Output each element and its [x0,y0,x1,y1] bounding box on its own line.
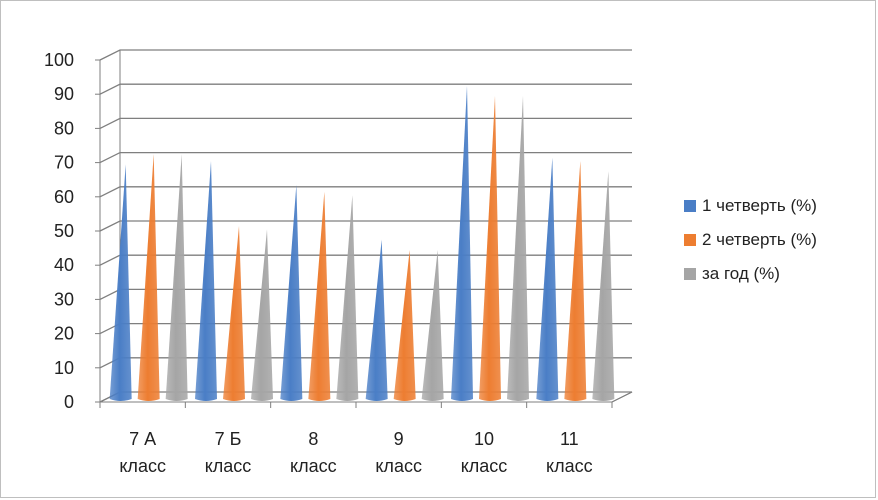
legend-label-2: 2 четверть (%) [702,230,817,249]
legend-item-2: 2 четверть (%) [684,230,817,250]
x-tick-label: 8 [308,429,318,449]
legend-swatch-3 [684,268,696,280]
cone-2-1 [137,154,160,401]
legend-item-1: 1 четверть (%) [684,196,817,216]
y-tick-label: 30 [54,289,74,309]
x-tick-label: 9 [394,429,404,449]
cone-3-4 [421,249,444,401]
x-tick-label: класс [205,456,252,476]
x-tick-label: класс [546,456,593,476]
gridline [99,117,632,129]
chart-series [109,85,615,401]
cone-2-4 [393,249,416,401]
y-tick-label: 90 [54,84,74,104]
x-tick-label: класс [461,456,508,476]
y-tick-label: 0 [64,392,74,412]
legend: 1 четверть (%) 2 четверть (%) за год (%) [684,196,817,298]
legend-label-3: за год (%) [702,264,780,283]
y-axis: 0 10 20 30 40 50 60 70 80 90 100 [44,50,101,412]
legend-item-3: за год (%) [684,264,817,284]
x-tick-label: 10 [474,429,494,449]
x-tick-label: класс [119,456,166,476]
cone-1-2 [195,161,217,401]
cone-2-5 [479,96,501,401]
y-tick-label: 100 [44,50,74,70]
y-tick-label: 20 [54,324,74,344]
y-tick-label: 50 [54,221,74,241]
cone-3-1 [165,154,188,401]
x-axis: 7 А класс 7 Б класс 8 класс 9 класс 10 класс 11 кла… [99,391,633,476]
y-tick-label: 60 [54,187,74,207]
x-tick-label: 7 А [129,429,156,449]
cone-3-2 [251,229,273,401]
y-tick-label: 70 [54,153,74,173]
cone-1-5 [451,85,473,401]
legend-swatch-1 [684,200,696,212]
y-tick-label: 40 [54,255,74,275]
legend-swatch-2 [684,234,696,246]
y-tick-label: 10 [54,358,74,378]
x-tick-label: класс [375,456,422,476]
legend-label-1: 1 четверть (%) [702,196,817,215]
cone-3-3 [336,195,359,401]
cone-3-6 [592,171,615,401]
gridline [99,83,632,95]
y-tick-label: 80 [54,118,74,138]
cone-1-3 [280,184,303,401]
cone-2-6 [564,161,587,401]
gridline [99,49,632,61]
cone-1-4 [365,239,388,401]
cone-1-1 [109,164,132,401]
cone-2-2 [223,226,245,401]
floor-edge [611,391,633,403]
cone-2-3 [308,191,331,401]
x-tick-label: класс [290,456,337,476]
x-tick-label: 11 [560,429,579,449]
cone-1-6 [536,157,559,401]
gridline [99,151,632,164]
x-tick-label: 7 Б [215,429,242,449]
cone-3-5 [507,96,529,401]
gridline [99,186,632,198]
